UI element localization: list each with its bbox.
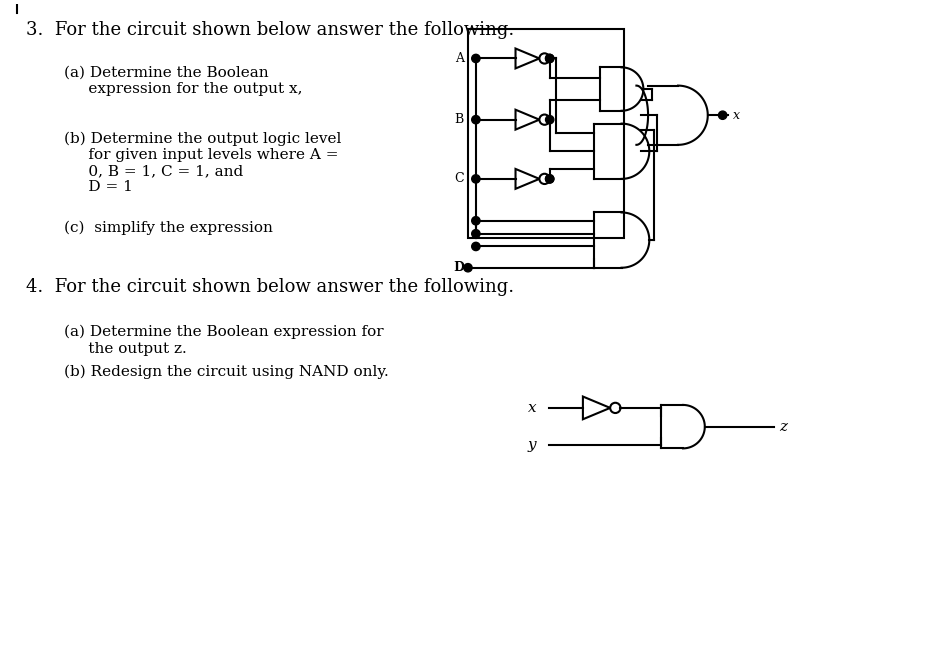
Text: (c)  simplify the expression: (c) simplify the expression	[64, 221, 273, 235]
Text: y: y	[527, 439, 536, 452]
Text: x: x	[527, 401, 536, 415]
Text: z: z	[779, 420, 787, 433]
Text: (a) Determine the Boolean
     expression for the output x,: (a) Determine the Boolean expression for…	[64, 65, 302, 96]
Text: A: A	[455, 52, 464, 65]
Circle shape	[463, 263, 472, 272]
Text: D: D	[453, 261, 463, 274]
Text: (b) Determine the output logic level
     for given input levels where A =
     : (b) Determine the output logic level for…	[64, 131, 341, 195]
Text: D: D	[454, 261, 464, 274]
Text: B: B	[455, 113, 464, 126]
Bar	[468, 29, 623, 238]
Circle shape	[472, 242, 480, 250]
Text: (a) Determine the Boolean expression for
     the output z.: (a) Determine the Boolean expression for…	[64, 325, 383, 356]
Circle shape	[472, 175, 480, 183]
Text: C: C	[454, 172, 464, 186]
Circle shape	[719, 111, 727, 119]
Text: 3.  For the circuit shown below answer the following.: 3. For the circuit shown below answer th…	[26, 21, 514, 39]
Text: (b) Redesign the circuit using NAND only.: (b) Redesign the circuit using NAND only…	[64, 364, 388, 379]
Circle shape	[546, 54, 554, 63]
Circle shape	[472, 54, 480, 63]
Circle shape	[546, 116, 554, 124]
Circle shape	[546, 54, 554, 63]
Text: 4.  For the circuit shown below answer the following.: 4. For the circuit shown below answer th…	[26, 278, 514, 296]
Circle shape	[472, 116, 480, 124]
Text: x: x	[733, 109, 740, 122]
Circle shape	[472, 230, 480, 238]
Circle shape	[546, 175, 554, 183]
Circle shape	[472, 217, 480, 225]
Circle shape	[546, 175, 554, 183]
